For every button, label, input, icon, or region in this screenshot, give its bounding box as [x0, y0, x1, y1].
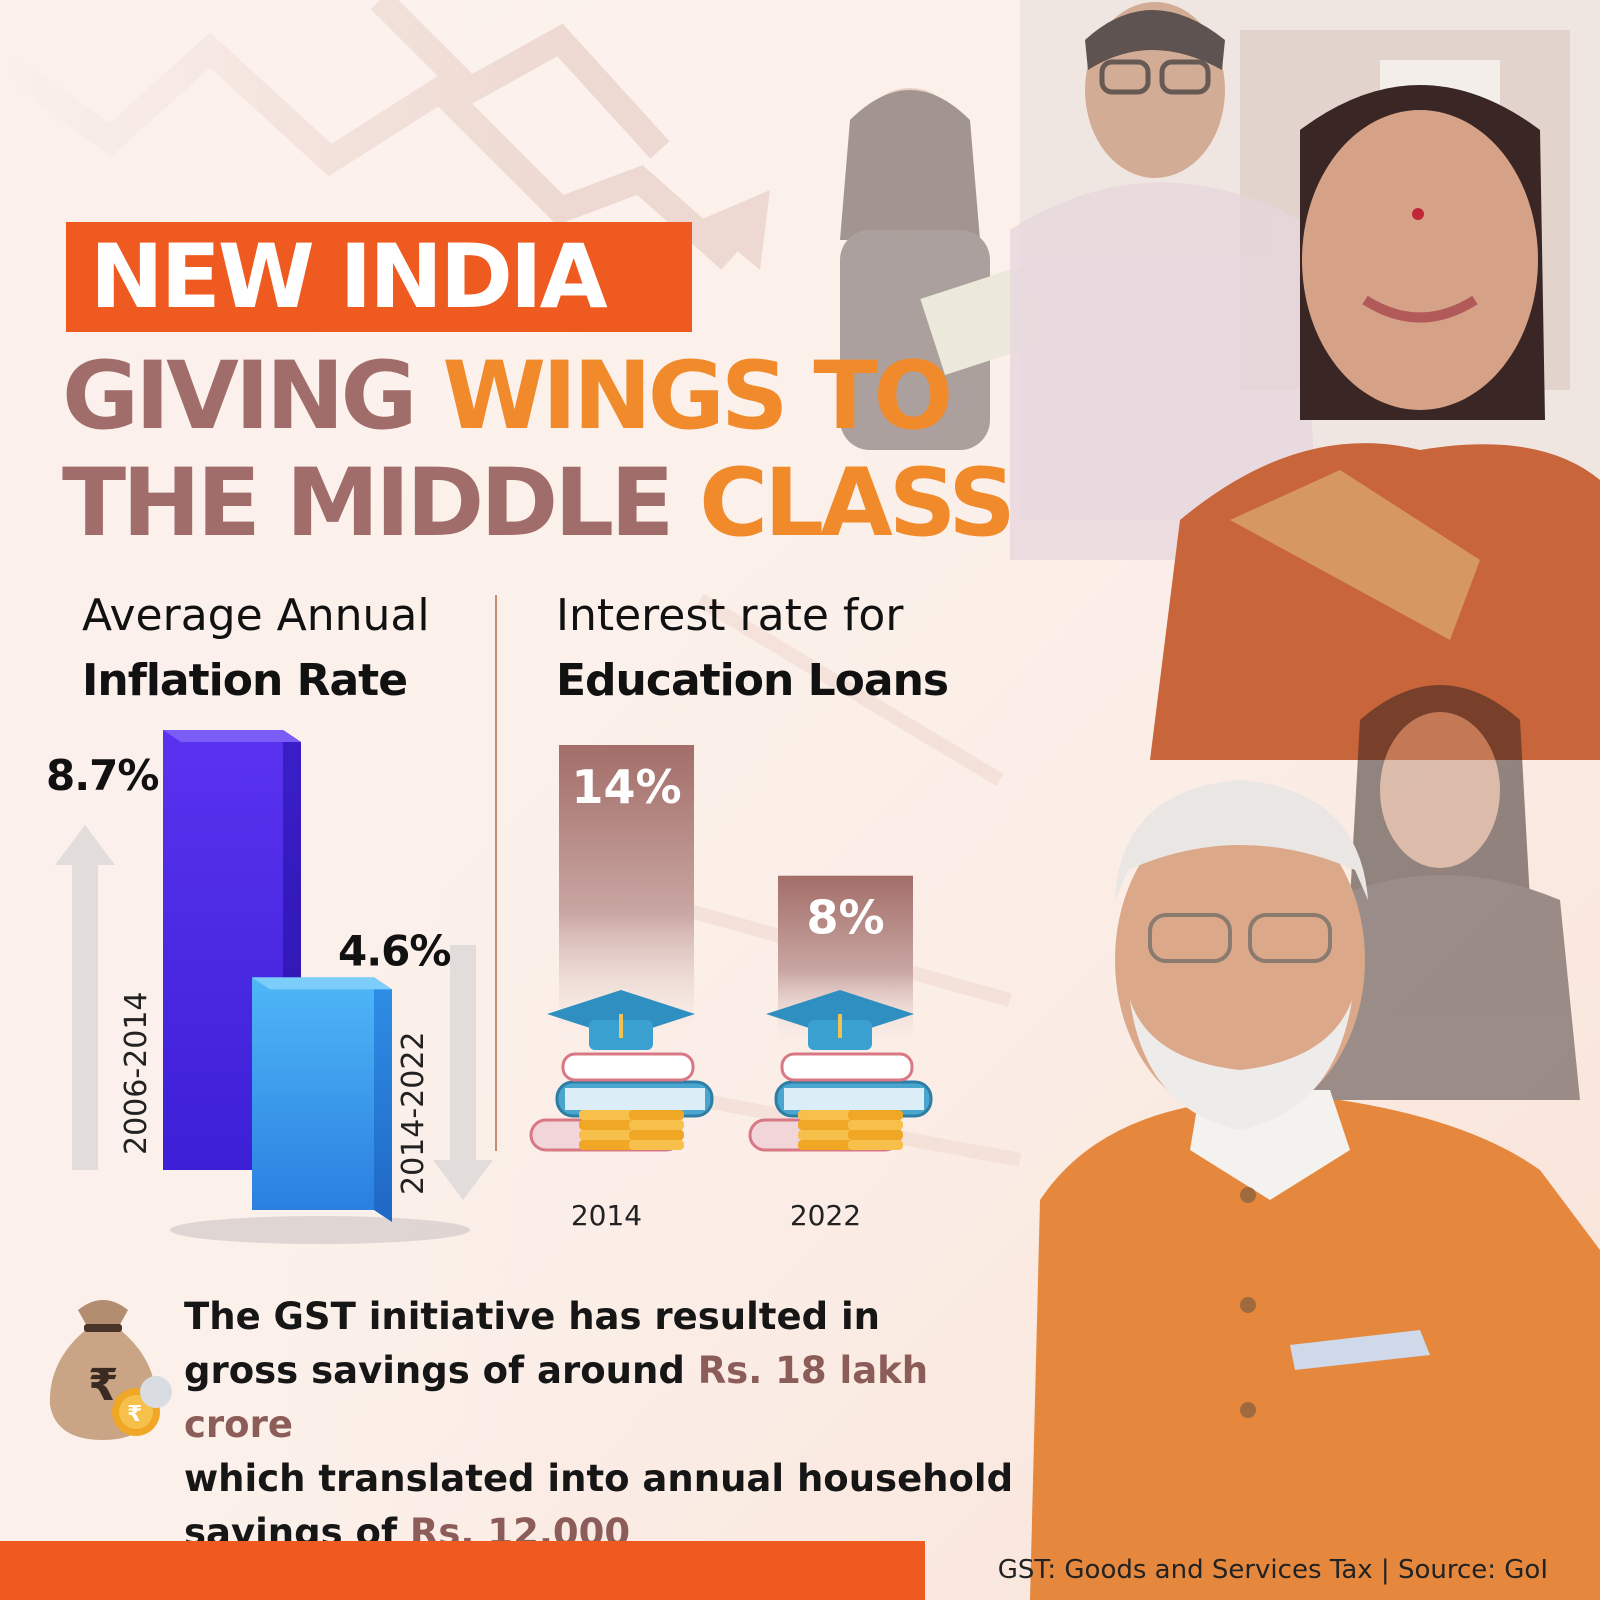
category-label: 2014 [571, 1199, 642, 1232]
gst-savings-text: The GST initiative has resulted in gross… [184, 1290, 1044, 1560]
money-bag-rupee-icon: ₹ ₹ [49, 1300, 172, 1440]
bar-side [374, 977, 392, 1222]
graduation-books-coins-icon [529, 990, 714, 1152]
down-arrow-icon [433, 945, 493, 1200]
gst-gross-savings-highlight: Rs. 18 lakh crore [184, 1349, 929, 1446]
bar [252, 977, 374, 1210]
svg-text:₹: ₹ [127, 1402, 142, 1427]
subtitle-line-2: THE MIDDLE CLASS [62, 457, 1016, 551]
subtitle-line-1-part-1: GIVING [62, 342, 443, 451]
loan-chart-title-line-2: Education Loans [556, 655, 949, 706]
gst-line-3: which translated into annual household [184, 1457, 1014, 1500]
gst-line-2: gross savings of around Rs. 18 lakh cror… [184, 1344, 1044, 1452]
loan-bars: 14% 2014 8% 2022 [529, 745, 933, 1232]
bar-value-label: 14% [571, 760, 681, 814]
gst-line-1: The GST initiative has resulted in [184, 1295, 880, 1338]
footer-bar [0, 1541, 925, 1600]
page-title: NEW INDIA [90, 225, 608, 328]
inflation-chart-title-line-2: Inflation Rate [82, 655, 408, 706]
title-banner [66, 222, 692, 332]
subtitle-line-2-part-2: CLASS [699, 449, 1016, 558]
inflation-chart-title-line-1: Average Annual [82, 590, 430, 641]
footer-source-note: GST: Goods and Services Tax | Source: Go… [997, 1555, 1548, 1585]
category-label: 2006-2014 [119, 991, 154, 1155]
graduation-books-coins-icon [748, 990, 933, 1152]
category-label: 2014-2022 [396, 1031, 431, 1195]
inflation-bars: 8.7% 2006-2014 4.6% 2014-2022 [46, 730, 451, 1222]
bar-top [163, 730, 301, 742]
bar-value-label: 8% [806, 891, 884, 945]
loan-chart-title-line-1: Interest rate for [556, 590, 904, 641]
subtitle-line-2-part-1: THE MIDDLE [62, 449, 700, 558]
bar-value-label: 8.7% [46, 751, 158, 800]
bar-top [252, 977, 392, 990]
up-arrow-icon [55, 825, 115, 1170]
category-label: 2022 [790, 1199, 861, 1232]
subtitle-line-1: GIVING WINGS TO [62, 350, 953, 444]
bar-shadow [170, 1216, 470, 1244]
gst-line-2-prefix: gross savings of around [184, 1349, 698, 1392]
svg-text:₹: ₹ [88, 1360, 119, 1411]
bar-value-label: 4.6% [338, 926, 450, 975]
chart-divider [495, 595, 497, 1151]
subtitle-line-1-part-2: WINGS TO [442, 342, 953, 451]
